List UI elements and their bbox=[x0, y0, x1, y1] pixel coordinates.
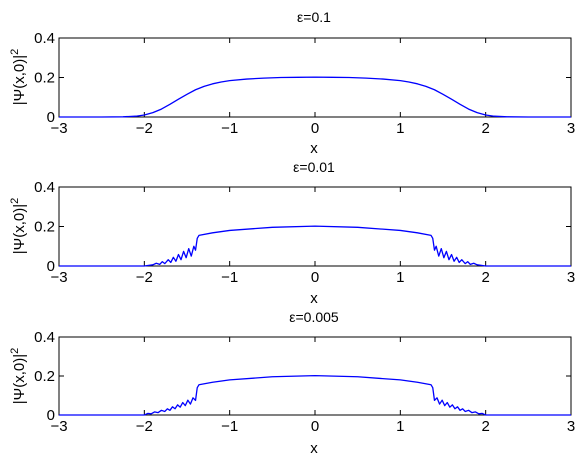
x-tick-label: 0 bbox=[311, 120, 319, 137]
series-line bbox=[59, 76, 571, 118]
x-axis-label: x bbox=[310, 290, 318, 307]
x-tick-label: 3 bbox=[567, 269, 575, 286]
x-tick-label: −2 bbox=[136, 418, 153, 435]
subplot-epsilon-0.1: ε=0.1 |Ψ(x,0)|2 x −3 −2 −1 0 1 2 3 0 0.2 0.4 bbox=[9, 9, 575, 157]
panel-title: ε=0.01 bbox=[293, 159, 335, 175]
y-tick-label: 0.4 bbox=[34, 179, 55, 196]
y-axis-label: |Ψ(x,0)|2 bbox=[9, 348, 28, 404]
y-axis-label: |Ψ(x,0)|2 bbox=[9, 198, 28, 254]
y-tick-label: 0.2 bbox=[34, 368, 55, 385]
x-tick-label: −2 bbox=[136, 120, 153, 137]
y-tick-label: 0 bbox=[47, 109, 55, 126]
x-tick-label: −3 bbox=[50, 120, 67, 137]
x-tick-label: −1 bbox=[221, 269, 238, 286]
y-tick-label: 0 bbox=[47, 258, 55, 275]
x-tick-label: 2 bbox=[481, 120, 489, 137]
x-tick-label: 3 bbox=[567, 418, 575, 435]
x-tick-label: 1 bbox=[396, 269, 404, 286]
panel-title: ε=0.005 bbox=[289, 309, 339, 325]
subplot-epsilon-0.01: ε=0.01 |Ψ(x,0)|2 x −3 −2 −1 0 1 2 3 0 0.2 0.4 bbox=[9, 159, 575, 307]
y-tick-label: 0 bbox=[47, 407, 55, 424]
x-tick-label: −1 bbox=[221, 120, 238, 137]
y-tick-label: 0.4 bbox=[34, 329, 55, 346]
y-tick-label: 0.4 bbox=[34, 30, 55, 47]
x-axis-label: x bbox=[310, 440, 318, 456]
panel-title: ε=0.1 bbox=[297, 9, 331, 25]
x-tick-label: −1 bbox=[221, 418, 238, 435]
x-tick-label: −2 bbox=[136, 269, 153, 286]
series-line bbox=[59, 374, 571, 416]
x-axis-label: x bbox=[310, 140, 318, 157]
y-tick-label: 0.2 bbox=[34, 70, 55, 87]
x-tick-label: 1 bbox=[396, 120, 404, 137]
x-tick-label: 2 bbox=[481, 269, 489, 286]
subplot-epsilon-0.005: ε=0.005 |Ψ(x,0)|2 x −3 −2 −1 0 1 2 3 0 0.2 0.4 bbox=[9, 309, 575, 456]
x-tick-label: 0 bbox=[311, 418, 319, 435]
x-tick-label: 3 bbox=[567, 120, 575, 137]
series-line bbox=[59, 225, 571, 267]
x-tick-label: −3 bbox=[50, 418, 67, 435]
y-tick-label: 0.2 bbox=[34, 219, 55, 236]
x-tick-label: 1 bbox=[396, 418, 404, 435]
x-tick-label: −3 bbox=[50, 269, 67, 286]
x-tick-label: 0 bbox=[311, 269, 319, 286]
y-axis-label: |Ψ(x,0)|2 bbox=[9, 49, 28, 105]
x-tick-label: 2 bbox=[481, 418, 489, 435]
